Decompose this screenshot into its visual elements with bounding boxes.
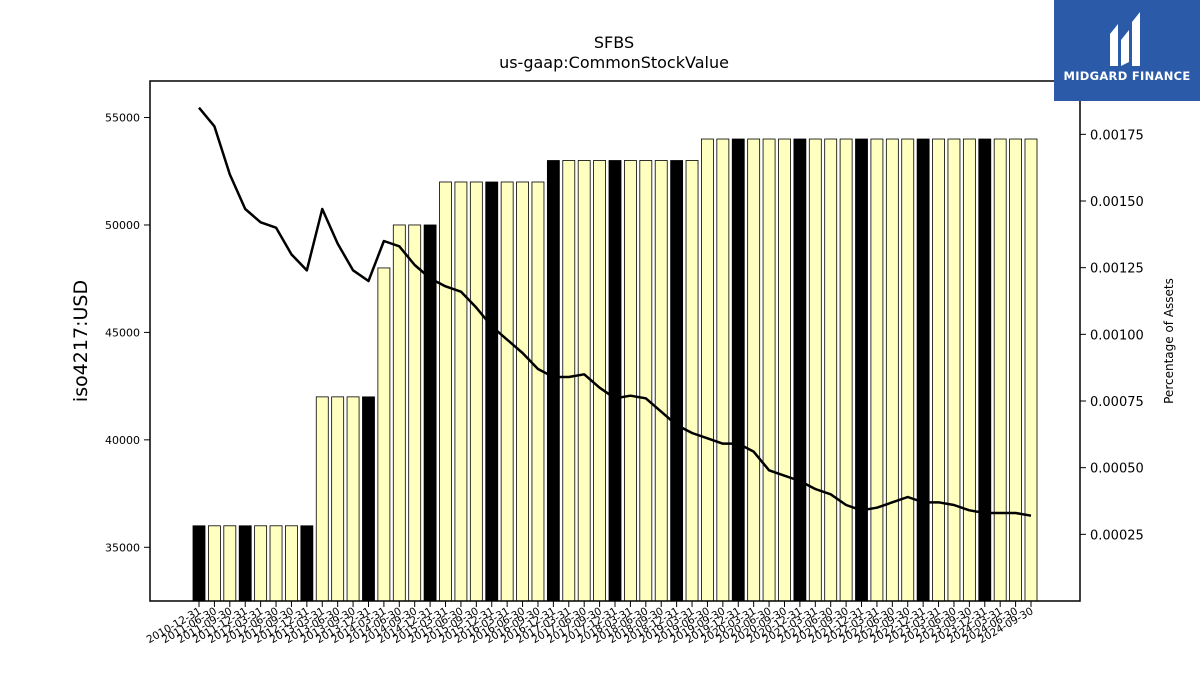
bar xyxy=(500,181,514,602)
percentage-of-assets-line xyxy=(198,106,1032,517)
y-tick-label: 55000 xyxy=(105,112,140,125)
bar xyxy=(639,160,653,602)
bar xyxy=(855,138,868,602)
bar xyxy=(192,525,206,602)
bar xyxy=(346,396,360,602)
bar xyxy=(531,181,545,602)
y-tick-label: 40000 xyxy=(105,434,140,447)
logo-text: MIDGARD FINANCE xyxy=(1063,69,1191,83)
bar-group xyxy=(192,138,1038,602)
bar xyxy=(223,525,237,602)
bar xyxy=(623,160,637,602)
bar xyxy=(577,160,591,602)
bar xyxy=(932,138,945,602)
bar xyxy=(762,138,776,602)
bar xyxy=(546,160,560,602)
y2-tick-label: 0.00025 xyxy=(1090,528,1144,543)
bar xyxy=(238,525,252,602)
bar xyxy=(562,160,576,602)
bar xyxy=(254,525,268,602)
y2-axis-label: Percentage of Assets xyxy=(1162,278,1176,404)
y2-tick-label: 0.00075 xyxy=(1090,395,1144,410)
bar xyxy=(300,525,314,602)
y-tick-label: 35000 xyxy=(105,541,140,554)
bar xyxy=(701,138,714,602)
bar xyxy=(885,138,899,602)
bar xyxy=(962,138,976,602)
bar xyxy=(670,160,684,602)
bar xyxy=(870,138,884,602)
midgard-logo-icon xyxy=(1110,12,1140,66)
bar xyxy=(993,138,1007,602)
y-tick-label: 50000 xyxy=(105,219,140,232)
bar xyxy=(1024,138,1038,602)
bar xyxy=(685,160,699,602)
chart-title: SFBS xyxy=(594,33,634,52)
bar xyxy=(654,160,668,602)
bar xyxy=(454,181,468,602)
y2-tick-label: 0.00100 xyxy=(1090,328,1144,343)
y-axis-right: 0.00025 0.00050 0.00075 0.00100 0.00125 0.001… xyxy=(1080,128,1144,543)
bar xyxy=(608,160,622,602)
bar xyxy=(593,160,607,602)
bar xyxy=(793,138,807,602)
chart-subtitle: us-gaap:CommonStockValue xyxy=(499,53,729,72)
bar xyxy=(916,138,930,602)
bar xyxy=(207,525,221,602)
bar xyxy=(285,525,298,602)
bar xyxy=(469,181,483,602)
bar xyxy=(269,525,283,602)
bar xyxy=(1009,138,1023,602)
bar xyxy=(485,181,499,602)
bar xyxy=(392,224,406,602)
bar xyxy=(362,396,375,602)
bar xyxy=(947,138,961,602)
y-tick-label: 45000 xyxy=(105,326,140,339)
x-axis: 2010-12-312011-06-302011-09-302011-12-31… xyxy=(145,601,1036,646)
y-axis-label: iso4217:USD xyxy=(70,280,92,402)
y2-tick-label: 0.00150 xyxy=(1090,195,1144,210)
bar xyxy=(731,138,745,602)
bar xyxy=(839,138,853,602)
bar xyxy=(716,138,730,602)
y2-tick-label: 0.00125 xyxy=(1090,262,1144,277)
bar xyxy=(439,181,452,602)
y2-tick-label: 0.00050 xyxy=(1090,462,1144,477)
bar xyxy=(747,138,761,602)
bar xyxy=(408,224,422,602)
bar xyxy=(778,138,791,602)
bar xyxy=(377,267,391,602)
midgard-finance-logo: MIDGARD FINANCE xyxy=(1054,0,1200,101)
bar xyxy=(978,138,992,602)
bar xyxy=(331,396,345,602)
bar xyxy=(516,181,529,602)
bar xyxy=(824,138,838,602)
bar xyxy=(315,396,329,602)
bar xyxy=(901,138,915,602)
y2-tick-label: 0.00175 xyxy=(1090,128,1144,143)
bar xyxy=(808,138,822,602)
y-axis-left: 35000 40000 45000 50000 55000 xyxy=(105,112,150,554)
